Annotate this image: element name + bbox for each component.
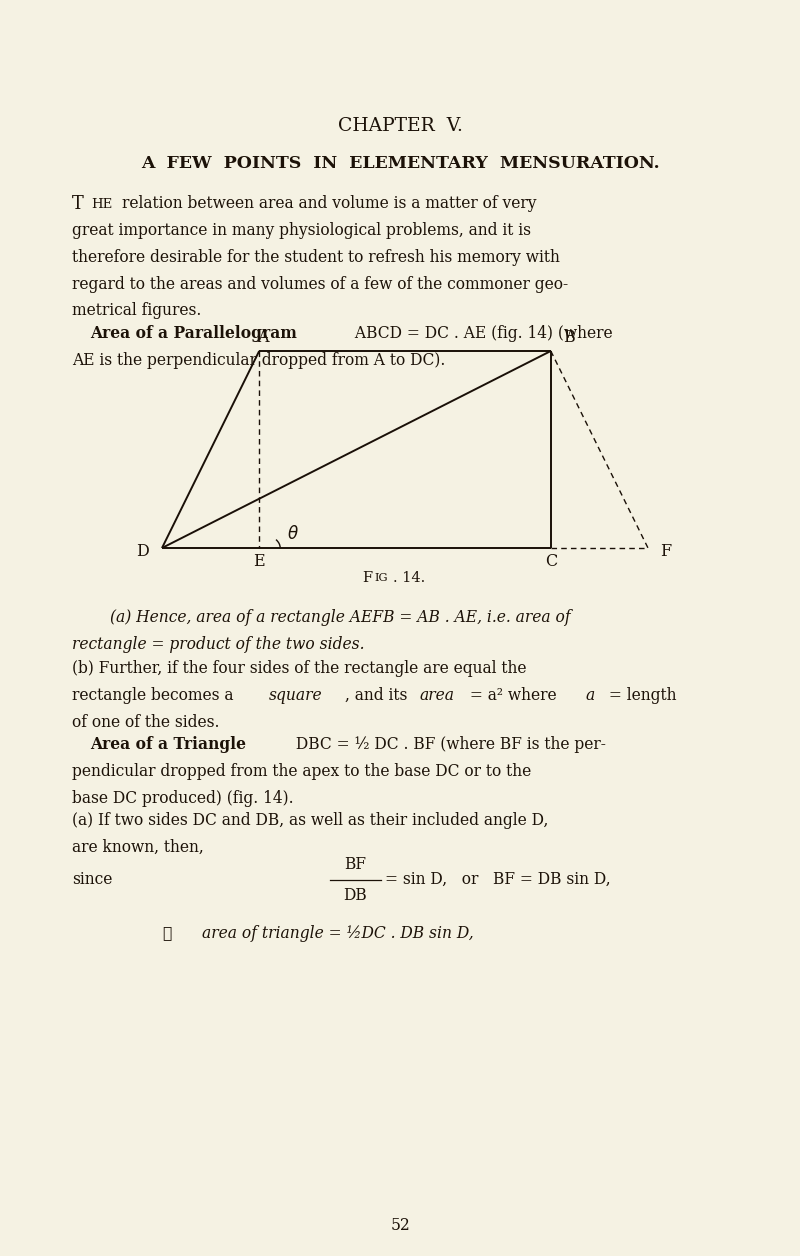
Text: AE is the perpendicular dropped from A to DC).: AE is the perpendicular dropped from A t… [72, 352, 446, 369]
Text: T: T [72, 195, 84, 214]
Text: a: a [585, 687, 594, 703]
Text: , and its: , and its [345, 687, 412, 703]
Text: C: C [545, 553, 557, 569]
Text: therefore desirable for the student to refresh his memory with: therefore desirable for the student to r… [72, 249, 560, 266]
Text: B: B [563, 329, 574, 347]
Text: rectangle becomes a: rectangle becomes a [72, 687, 238, 703]
Text: DBC = ½ DC . BF (where BF is the per-: DBC = ½ DC . BF (where BF is the per- [291, 736, 606, 754]
Text: CHAPTER  V.: CHAPTER V. [338, 117, 462, 134]
Text: $\theta$: $\theta$ [287, 525, 299, 543]
Text: = sin D,   or   BF = DB sin D,: = sin D, or BF = DB sin D, [385, 872, 610, 888]
Text: IG: IG [374, 573, 388, 583]
Text: regard to the areas and volumes of a few of the commoner geo-: regard to the areas and volumes of a few… [72, 275, 568, 293]
Text: Area of a Triangle: Area of a Triangle [90, 736, 246, 754]
Text: of one of the sides.: of one of the sides. [72, 713, 219, 731]
Text: = a² where: = a² where [465, 687, 562, 703]
Text: great importance in many physiological problems, and it is: great importance in many physiological p… [72, 222, 531, 239]
Text: F: F [362, 571, 372, 585]
Text: relation between area and volume is a matter of very: relation between area and volume is a ma… [122, 196, 537, 212]
Text: BF: BF [344, 855, 366, 873]
Text: A  FEW  POINTS  IN  ELEMENTARY  MENSURATION.: A FEW POINTS IN ELEMENTARY MENSURATION. [141, 154, 659, 172]
Text: D: D [136, 543, 148, 559]
Text: A: A [258, 329, 269, 347]
Text: F: F [661, 543, 671, 559]
Text: area of triangle = ½DC . DB sin D,: area of triangle = ½DC . DB sin D, [202, 924, 474, 942]
Text: are known, then,: are known, then, [72, 839, 204, 857]
Text: (b) Further, if the four sides of the rectangle are equal the: (b) Further, if the four sides of the re… [72, 661, 526, 677]
Text: (a) If two sides DC and DB, as well as their included angle D,: (a) If two sides DC and DB, as well as t… [72, 813, 548, 829]
Text: since: since [72, 872, 112, 888]
Text: E: E [254, 553, 265, 569]
Text: Area of a Parallelogram: Area of a Parallelogram [90, 325, 297, 342]
Text: DB: DB [343, 887, 367, 903]
Text: (a) Hence, area of a rectangle AEFB = AB . AE, i.e. area of: (a) Hence, area of a rectangle AEFB = AB… [110, 609, 570, 627]
Text: . 14.: . 14. [393, 571, 426, 585]
Text: metrical figures.: metrical figures. [72, 303, 202, 319]
Text: 52: 52 [390, 1217, 410, 1235]
Text: rectangle = product of the two sides.: rectangle = product of the two sides. [72, 637, 365, 653]
Text: ABCD = DC . AE (fig. 14) (where: ABCD = DC . AE (fig. 14) (where [350, 325, 612, 342]
Text: HE: HE [91, 197, 113, 211]
Text: ∴: ∴ [162, 924, 171, 942]
Text: square: square [269, 687, 322, 703]
Text: area: area [419, 687, 454, 703]
Text: = length: = length [604, 687, 677, 703]
Text: pendicular dropped from the apex to the base DC or to the: pendicular dropped from the apex to the … [72, 764, 531, 780]
Text: base DC produced) (fig. 14).: base DC produced) (fig. 14). [72, 790, 294, 806]
